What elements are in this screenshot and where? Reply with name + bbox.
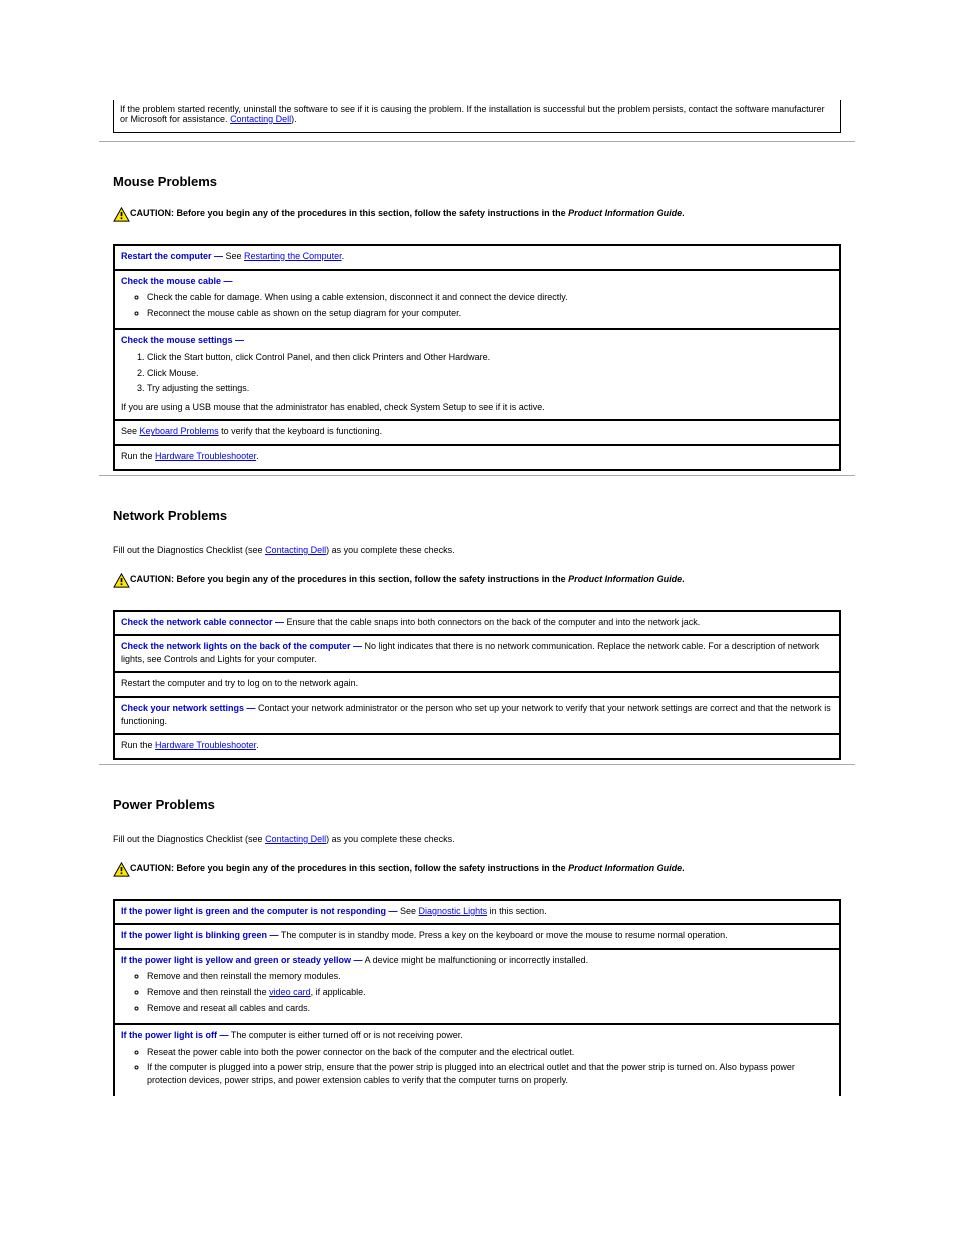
net-lights-lead: Check the network lights on the back of …	[121, 641, 362, 651]
network-row-settings: Check your network settings — Contact yo…	[115, 698, 839, 735]
caution-body-2: Before you begin any of the procedures i…	[177, 574, 569, 584]
caution-label-2: CAUTION:	[130, 574, 174, 584]
network-table: Check the network cable connector — Ensu…	[113, 610, 841, 760]
pwr-off-b2: If the computer is plugged into a power …	[147, 1061, 833, 1086]
pwr-intro-post: ) as you complete these checks.	[326, 834, 455, 844]
mouse-cable-b2: Reconnect the mouse cable as shown on th…	[147, 307, 833, 320]
section-separator-1	[99, 141, 855, 142]
power-intro: Fill out the Diagnostics Checklist (see …	[113, 834, 841, 844]
pwr-intro-pre: Fill out the Diagnostics Checklist (see	[113, 834, 265, 844]
mouse-row-cable: Check the mouse cable — Check the cable …	[115, 271, 839, 331]
pwr-y-b2-pre: Remove and then reinstall the	[147, 987, 269, 997]
pwr-yellow-b2: Remove and then reinstall the video card…	[147, 986, 833, 999]
pwr-off-body: The computer is either turned off or is …	[229, 1030, 463, 1040]
mouse-heading: Mouse Problems	[113, 174, 841, 189]
pwr-yellow-b3: Remove and reseat all cables and cards.	[147, 1002, 833, 1015]
mouse-cable-lead: Check the mouse cable —	[121, 276, 233, 286]
power-row-yellow: If the power light is yellow and green o…	[115, 950, 839, 1025]
network-heading: Network Problems	[113, 508, 841, 523]
prev-section-tail: If the problem started recently, uninsta…	[113, 100, 841, 133]
mouse-usb-note: If you are using a USB mouse that the ad…	[121, 401, 833, 414]
mouse-row-keyboard: See Keyboard Problems to verify that the…	[115, 421, 839, 446]
mouse-settings-l2: Click Mouse.	[147, 367, 833, 380]
caution-icon	[113, 207, 130, 222]
section-separator-2	[99, 475, 855, 476]
section-separator-3	[99, 764, 855, 765]
caution-label: CAUTION:	[130, 208, 174, 218]
restarting-computer-link[interactable]: Restarting the Computer	[244, 251, 342, 261]
network-row-restart: Restart the computer and try to log on t…	[115, 673, 839, 698]
pwr-green-pre: See	[398, 906, 419, 916]
pwr-yellow-body: A device might be malfunctioning or inco…	[363, 955, 589, 965]
caution-mouse: CAUTION: Before you begin any of the pro…	[113, 207, 841, 222]
caution-body-3: Before you begin any of the procedures i…	[177, 863, 569, 873]
mouse-hwts-pre: Run the	[121, 451, 155, 461]
network-row-lights: Check the network lights on the back of …	[115, 636, 839, 673]
mouse-row-settings: Check the mouse settings — Click the Sta…	[115, 330, 839, 421]
power-row-blinking-green: If the power light is blinking green — T…	[115, 925, 839, 950]
contacting-dell-link-1[interactable]: Contacting Dell	[265, 545, 326, 555]
mouse-settings-l3: Try adjusting the settings.	[147, 382, 833, 395]
network-row-connector: Check the network cable connector — Ensu…	[115, 612, 839, 637]
pwr-off-lead: If the power light is off —	[121, 1030, 229, 1040]
mouse-restart-lead: Restart the computer —	[121, 251, 223, 261]
caution-guide-1: Product Information Guide	[568, 208, 682, 218]
caution-guide-2: Product Information Guide	[568, 574, 682, 584]
prev-tail-close: ).	[291, 114, 297, 124]
network-row-hwts: Run the Hardware Troubleshooter.	[115, 735, 839, 758]
hardware-troubleshooter-link-1[interactable]: Hardware Troubleshooter	[155, 451, 256, 461]
video-card-link[interactable]: video card	[269, 987, 311, 997]
net-hwts-pre: Run the	[121, 740, 155, 750]
mouse-kbd-pre: See	[121, 426, 137, 436]
caution-network: CAUTION: Before you begin any of the pro…	[113, 573, 841, 588]
pwr-yellow-b1: Remove and then reinstall the memory mod…	[147, 970, 833, 983]
net-conn-lead: Check the network cable connector —	[121, 617, 284, 627]
pwr-yellow-lead: If the power light is yellow and green o…	[121, 955, 363, 965]
power-table: If the power light is green and the comp…	[113, 899, 841, 1096]
power-heading: Power Problems	[113, 797, 841, 812]
net-hwts-post: .	[256, 740, 259, 750]
caution-label-3: CAUTION:	[130, 863, 174, 873]
prev-tail-text: If the problem started recently, uninsta…	[120, 104, 825, 124]
pwr-blink-body: The computer is in standby mode. Press a…	[279, 930, 728, 940]
caution-icon	[113, 573, 130, 588]
mouse-settings-lead: Check the mouse settings —	[121, 335, 244, 345]
pwr-y-b2-post: , if applicable.	[311, 987, 366, 997]
diagnostic-lights-link[interactable]: Diagnostic Lights	[419, 906, 488, 916]
mouse-hwts-post: .	[256, 451, 259, 461]
contacting-dell-link-2[interactable]: Contacting Dell	[265, 834, 326, 844]
caution-guide-3: Product Information Guide	[568, 863, 682, 873]
net-intro-post: ) as you complete these checks.	[326, 545, 455, 555]
power-row-off: If the power light is off — The computer…	[115, 1025, 839, 1095]
net-restart-body: Restart the computer and try to log on t…	[121, 678, 358, 688]
pwr-green-lead: If the power light is green and the comp…	[121, 906, 398, 916]
mouse-row-restart: Restart the computer — See Restarting th…	[115, 246, 839, 271]
mouse-settings-l1: Click the Start button, click Control Pa…	[147, 351, 833, 364]
hardware-troubleshooter-link-2[interactable]: Hardware Troubleshooter	[155, 740, 256, 750]
pwr-green-post: in this section.	[487, 906, 547, 916]
caution-body-1: Before you begin any of the procedures i…	[177, 208, 569, 218]
mouse-kbd-post: to verify that the keyboard is functioni…	[219, 426, 383, 436]
pwr-blink-lead: If the power light is blinking green —	[121, 930, 279, 940]
net-settings-lead: Check your network settings —	[121, 703, 256, 713]
power-row-green-notresp: If the power light is green and the comp…	[115, 901, 839, 926]
caution-icon	[113, 862, 130, 877]
network-intro: Fill out the Diagnostics Checklist (see …	[113, 545, 841, 555]
mouse-row-hwts: Run the Hardware Troubleshooter.	[115, 446, 839, 469]
pwr-off-b1: Reseat the power cable into both the pow…	[147, 1046, 833, 1059]
mouse-cable-b1: Check the cable for damage. When using a…	[147, 291, 833, 304]
net-intro-pre: Fill out the Diagnostics Checklist (see	[113, 545, 265, 555]
caution-power: CAUTION: Before you begin any of the pro…	[113, 862, 841, 877]
mouse-table: Restart the computer — See Restarting th…	[113, 244, 841, 471]
net-conn-body: Ensure that the cable snaps into both co…	[284, 617, 700, 627]
contacting-dell-link-pre[interactable]: Contacting Dell	[230, 114, 291, 124]
keyboard-problems-link[interactable]: Keyboard Problems	[140, 426, 219, 436]
